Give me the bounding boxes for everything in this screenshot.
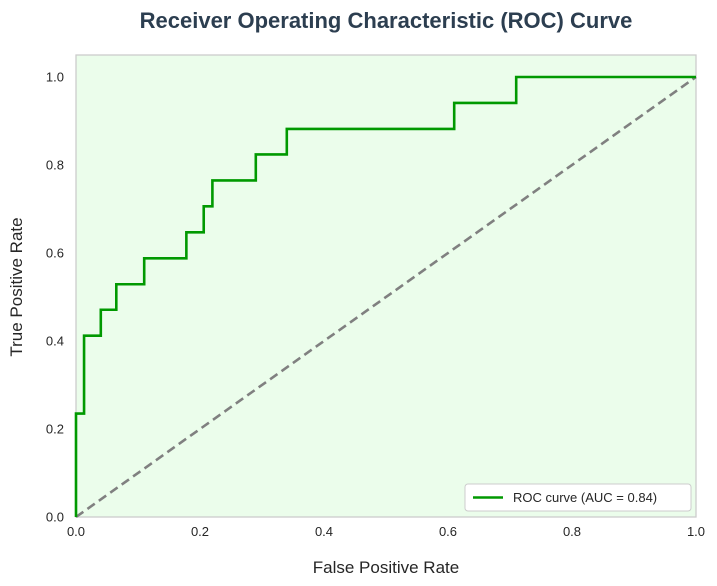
x-axis-label: False Positive Rate bbox=[313, 558, 459, 577]
y-tick-label: 0.6 bbox=[46, 246, 64, 261]
x-tick-label: 0.0 bbox=[67, 524, 85, 539]
chart-title: Receiver Operating Characteristic (ROC) … bbox=[140, 8, 633, 33]
x-tick-label: 0.6 bbox=[439, 524, 457, 539]
legend-label: ROC curve (AUC = 0.84) bbox=[513, 490, 657, 505]
y-axis-label: True Positive Rate bbox=[7, 217, 26, 356]
y-tick-label: 0.2 bbox=[46, 422, 64, 437]
y-tick-label: 0.0 bbox=[46, 510, 64, 525]
legend: ROC curve (AUC = 0.84) bbox=[464, 483, 692, 512]
series-layer bbox=[74, 75, 697, 519]
x-tick-label: 0.4 bbox=[315, 524, 333, 539]
y-tick-label: 0.4 bbox=[46, 334, 64, 349]
x-tick-label: 0.8 bbox=[563, 524, 581, 539]
plot-area bbox=[75, 54, 697, 518]
roc-curve-line bbox=[74, 75, 696, 517]
chance-diagonal-line bbox=[75, 75, 697, 519]
x-axis-ticks: 0.0 0.2 0.4 0.6 0.8 1.0 bbox=[67, 524, 705, 539]
y-axis-ticks: 0.0 0.2 0.4 0.6 0.8 1.0 bbox=[46, 70, 64, 525]
x-tick-label: 1.0 bbox=[687, 524, 705, 539]
x-tick-label: 0.2 bbox=[191, 524, 209, 539]
legend-box bbox=[464, 483, 692, 512]
y-tick-label: 0.8 bbox=[46, 158, 64, 173]
y-tick-label: 1.0 bbox=[46, 70, 64, 85]
